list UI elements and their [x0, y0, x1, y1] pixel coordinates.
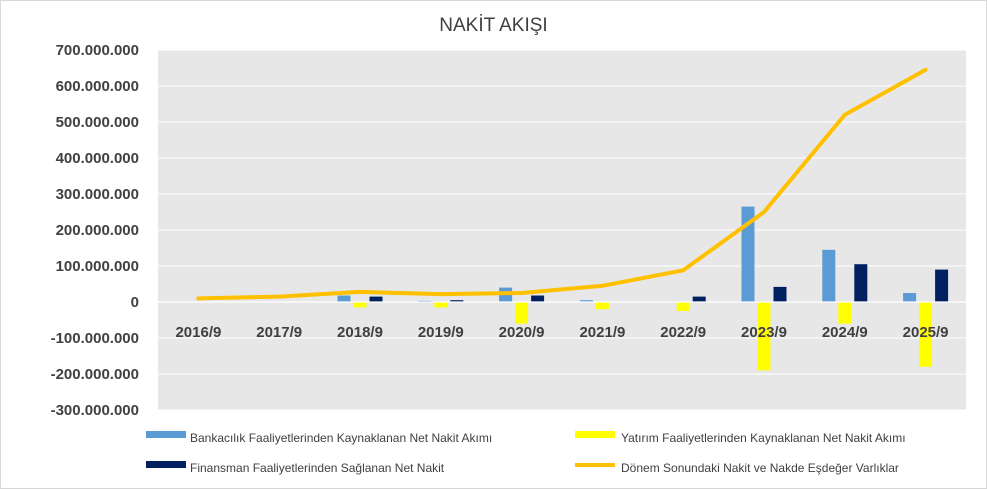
bar	[676, 302, 690, 311]
bar	[595, 302, 609, 310]
bar	[337, 295, 351, 302]
bar	[579, 300, 593, 302]
x-tick-label: 2025/9	[903, 324, 949, 341]
bar	[741, 206, 755, 302]
bar	[531, 295, 545, 302]
y-tick-label: 200.000.000	[56, 222, 139, 239]
line-series	[196, 67, 928, 301]
bar	[757, 302, 771, 371]
bar	[935, 269, 949, 302]
y-tick-label: 400.000.000	[56, 150, 139, 167]
x-tick-label: 2024/9	[822, 324, 868, 341]
x-tick-label: 2021/9	[579, 324, 625, 341]
legend-swatch	[146, 461, 186, 468]
legend-swatch	[575, 431, 615, 438]
x-tick-label: 2022/9	[660, 324, 706, 341]
y-tick-label: 700.000.000	[56, 42, 139, 59]
bar	[919, 302, 933, 367]
legend-label: Finansman Faaliyetlerinden Sağlanan Net …	[190, 461, 445, 475]
bar	[353, 302, 367, 308]
y-tick-label: 300.000.000	[56, 186, 139, 203]
bar	[903, 293, 917, 302]
x-tick-label: 2023/9	[741, 324, 787, 341]
bar	[692, 296, 706, 302]
y-tick-label: 0	[131, 294, 139, 311]
x-tick-label: 2019/9	[418, 324, 464, 341]
y-tick-label: -200.000.000	[51, 366, 139, 383]
legend-label: Dönem Sonundaki Nakit ve Nakde Eşdeğer V…	[621, 461, 899, 475]
y-tick-label: -100.000.000	[51, 330, 139, 347]
x-tick-label: 2016/9	[175, 324, 221, 341]
bar	[369, 296, 383, 302]
legend-label: Bankacılık Faaliyetlerinden Kaynaklanan …	[190, 431, 492, 445]
y-tick-label: 600.000.000	[56, 78, 139, 95]
y-tick-label: -300.000.000	[51, 402, 139, 419]
bar	[773, 286, 787, 302]
x-tick-label: 2017/9	[256, 324, 302, 341]
chart-title: NAKİT AKIŞI	[439, 15, 548, 36]
bar	[515, 302, 529, 324]
x-tick-label: 2020/9	[499, 324, 545, 341]
bar	[822, 249, 836, 302]
legend-swatch	[146, 431, 186, 438]
y-tick-label: 500.000.000	[56, 114, 139, 131]
y-tick-label: 100.000.000	[56, 258, 139, 275]
bar	[434, 302, 448, 308]
bar	[838, 302, 852, 324]
legend-label: Yatırım Faaliyetlerinden Kaynaklanan Net…	[621, 431, 906, 445]
x-tick-label: 2018/9	[337, 324, 383, 341]
bar	[450, 300, 464, 302]
bar	[854, 264, 868, 302]
